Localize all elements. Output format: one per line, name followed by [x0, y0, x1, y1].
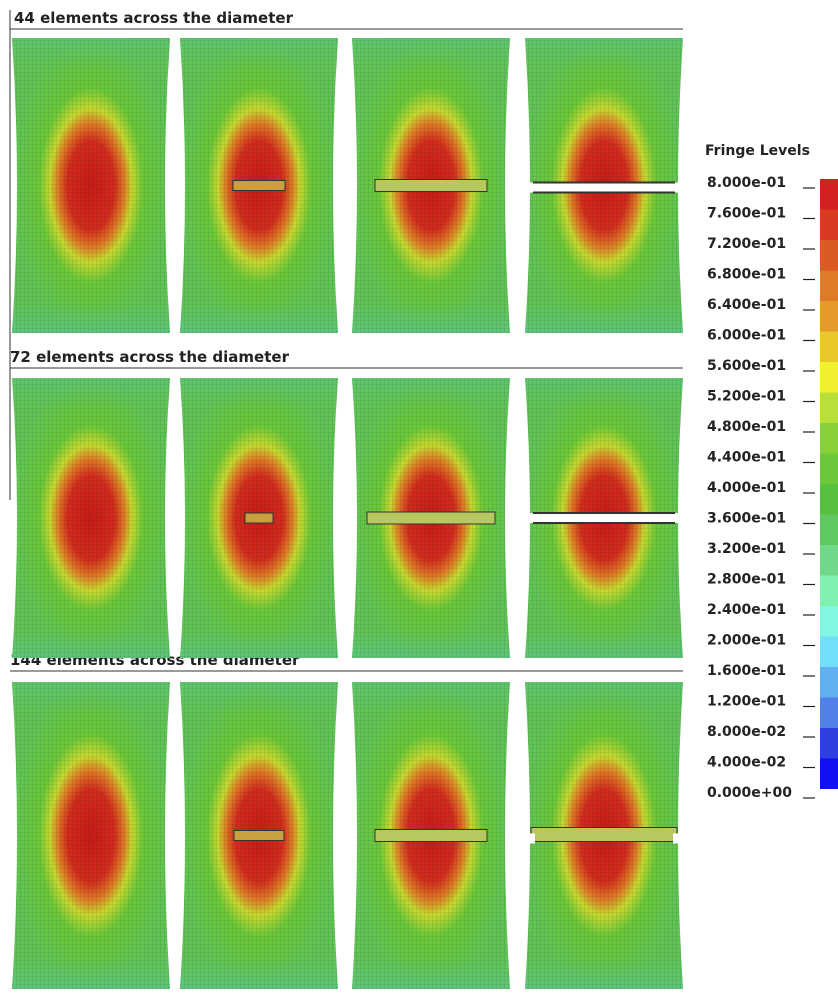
specimen: [180, 38, 338, 333]
row-title: 72 elements across the diameter: [10, 348, 290, 366]
legend-swatch: [820, 210, 838, 241]
crack-gap: [523, 513, 685, 523]
specimen: [12, 38, 170, 333]
specimen: [180, 682, 338, 989]
specimen: [12, 378, 170, 658]
legend-swatch: [820, 454, 838, 485]
legend-swatch: [820, 515, 838, 546]
legend-swatch: [820, 179, 838, 210]
legend-swatch: [820, 667, 838, 698]
crack: [233, 181, 285, 191]
specimen: [352, 682, 510, 989]
specimen: [12, 682, 170, 989]
legend-label: 3.600e-01: [707, 511, 786, 527]
specimen: [352, 38, 510, 333]
legend-swatch: [820, 362, 838, 393]
legend-label: 4.000e-01: [707, 480, 786, 496]
legend-swatch: [820, 240, 838, 271]
legend-swatch: [820, 393, 838, 424]
legend-swatch: [820, 545, 838, 576]
legend-label: 1.200e-01: [707, 694, 786, 710]
legend-swatch: [820, 576, 838, 607]
crack-gap: [523, 183, 685, 193]
legend-title: Fringe Levels: [705, 143, 810, 159]
legend-label: 5.200e-01: [707, 389, 786, 405]
legend-label: 4.000e-02: [707, 755, 786, 771]
legend-label: 2.400e-01: [707, 602, 786, 618]
row-title: 44 elements across the diameter: [14, 9, 294, 27]
legend-label: 1.600e-01: [707, 663, 786, 679]
legend-label: 4.800e-01: [707, 419, 786, 435]
legend-label: 4.400e-01: [707, 450, 786, 466]
specimen: [525, 682, 683, 989]
legend-label: 2.800e-01: [707, 572, 786, 588]
specimen: [352, 378, 510, 658]
legend-label: 6.400e-01: [707, 297, 786, 313]
crack-gap: [525, 834, 535, 844]
legend-label: 8.000e-01: [707, 175, 786, 191]
crack: [375, 830, 487, 842]
legend-swatch: [820, 301, 838, 332]
legend-label: 7.600e-01: [707, 206, 786, 222]
legend-label: 6.800e-01: [707, 267, 786, 283]
figure: 44 elements across the diameter 72 eleme…: [0, 0, 838, 989]
legend-label: 5.600e-01: [707, 358, 786, 374]
legend-swatch: [820, 423, 838, 454]
legend-swatch: [820, 759, 838, 790]
specimen: [523, 38, 685, 333]
legend-swatch: [820, 637, 838, 668]
specimen: [523, 378, 685, 658]
legend-label: 2.000e-01: [707, 633, 786, 649]
legend-label: 0.000e+00: [707, 785, 792, 801]
legend-swatch: [820, 698, 838, 729]
legend-swatch: [820, 606, 838, 637]
crack: [367, 512, 495, 524]
crack: [234, 831, 284, 841]
legend-swatch: [820, 332, 838, 363]
crack: [245, 513, 273, 523]
legend-label: 3.200e-01: [707, 541, 786, 557]
legend-swatch: [820, 271, 838, 302]
legend-label: 8.000e-02: [707, 724, 786, 740]
legend-label: 6.000e-01: [707, 328, 786, 344]
legend-label: 7.200e-01: [707, 236, 786, 252]
specimen-mesh: [12, 682, 170, 989]
specimen: [180, 378, 338, 658]
crack: [375, 180, 487, 192]
crack-gap: [673, 834, 683, 844]
specimen-mesh: [12, 38, 170, 333]
specimen-mesh: [12, 378, 170, 658]
legend-swatch: [820, 728, 838, 759]
legend-swatch: [820, 484, 838, 515]
crack: [531, 828, 677, 842]
